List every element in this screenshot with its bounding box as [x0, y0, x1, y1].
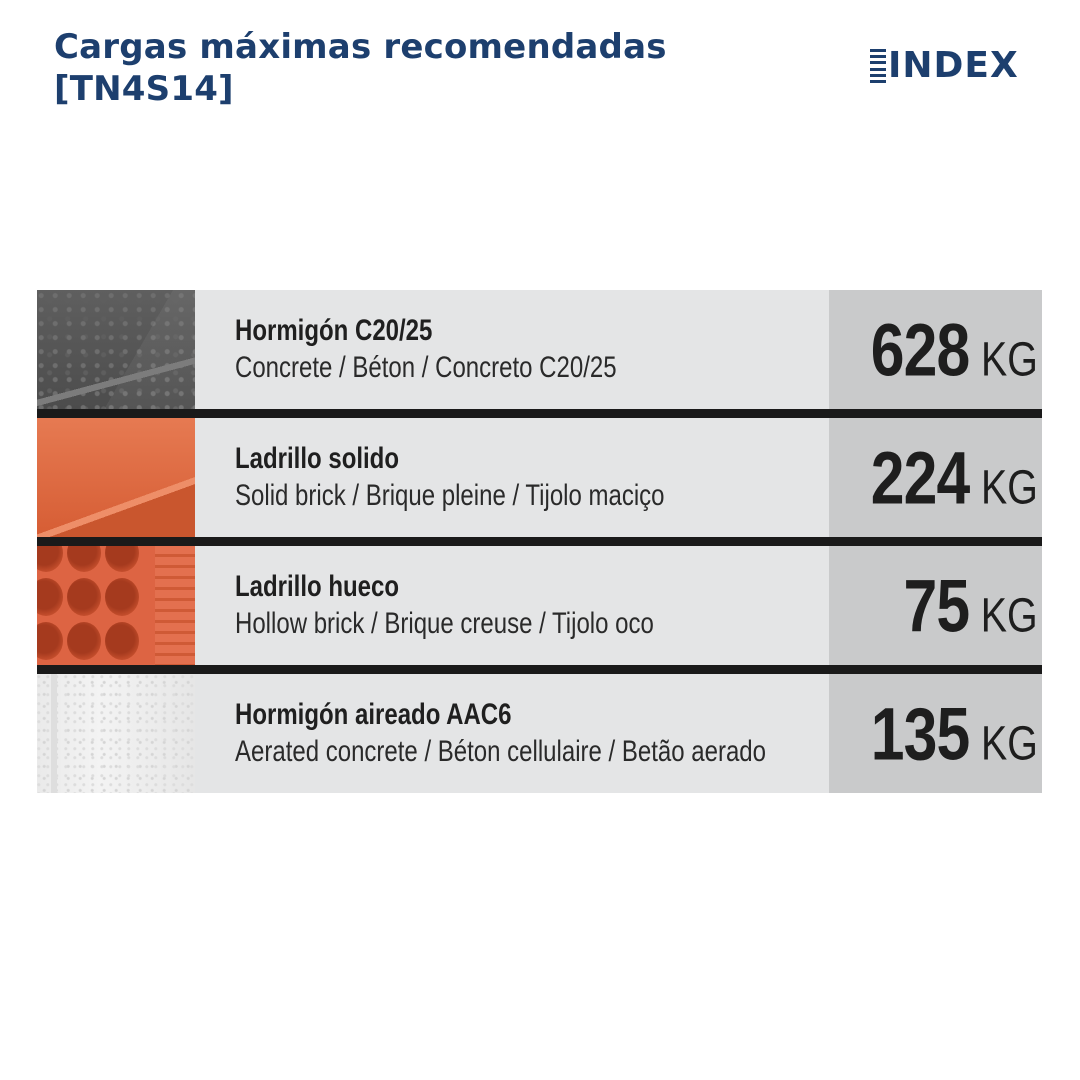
material-name: Ladrillo hueco	[235, 569, 400, 603]
load-table: Hormigón C20/25 Concrete / Béton / Concr…	[37, 290, 1042, 793]
material-cell: Ladrillo hueco Hollow brick / Brique cre…	[197, 546, 829, 665]
load-value-cell: 224 KG	[829, 418, 1042, 537]
load-unit: KG	[981, 589, 1038, 642]
table-row: Hormigón aireado AAC6 Aerated concrete /…	[37, 674, 1042, 793]
material-translations: Hollow brick / Brique creuse / Tijolo oc…	[235, 606, 654, 640]
aerated-concrete-swatch-image	[37, 674, 195, 793]
concrete-swatch-image	[37, 290, 195, 409]
material-cell: Hormigón aireado AAC6 Aerated concrete /…	[197, 674, 829, 793]
material-translations: Concrete / Béton / Concreto C20/25	[235, 350, 617, 384]
load-unit: KG	[981, 717, 1038, 770]
load-unit: KG	[981, 333, 1038, 386]
material-cell: Ladrillo solido Solid brick / Brique ple…	[197, 418, 829, 537]
table-row: Ladrillo solido Solid brick / Brique ple…	[37, 418, 1042, 537]
table-row: Hormigón C20/25 Concrete / Béton / Concr…	[37, 290, 1042, 409]
index-logo: INDEX	[870, 46, 1019, 86]
solid-brick-swatch-image	[37, 418, 195, 537]
material-name: Hormigón aireado AAC6	[235, 697, 512, 731]
page-title: Cargas máximas recomendadas [TN4S14]	[54, 26, 774, 110]
load-unit: KG	[981, 461, 1038, 514]
material-translations: Aerated concrete / Béton cellulaire / Be…	[235, 734, 766, 768]
load-value: 224	[870, 436, 971, 519]
material-translations: Solid brick / Brique pleine / Tijolo mac…	[235, 478, 665, 512]
load-value: 628	[870, 308, 971, 391]
load-value: 75	[903, 564, 971, 647]
title-line-2: [TN4S14]	[54, 69, 234, 109]
load-value-cell: 135 KG	[829, 674, 1042, 793]
load-value-cell: 75 KG	[829, 546, 1042, 665]
material-name: Hormigón C20/25	[235, 313, 433, 347]
load-value: 135	[870, 692, 971, 775]
title-line-1: Cargas máximas recomendadas	[54, 27, 667, 67]
logo-stripes-icon	[870, 49, 886, 83]
material-name: Ladrillo solido	[235, 441, 400, 475]
material-cell: Hormigón C20/25 Concrete / Béton / Concr…	[197, 290, 829, 409]
load-value-cell: 628 KG	[829, 290, 1042, 409]
table-row: Ladrillo hueco Hollow brick / Brique cre…	[37, 546, 1042, 665]
hollow-brick-swatch-image	[37, 546, 195, 665]
logo-text: INDEX	[888, 45, 1019, 86]
